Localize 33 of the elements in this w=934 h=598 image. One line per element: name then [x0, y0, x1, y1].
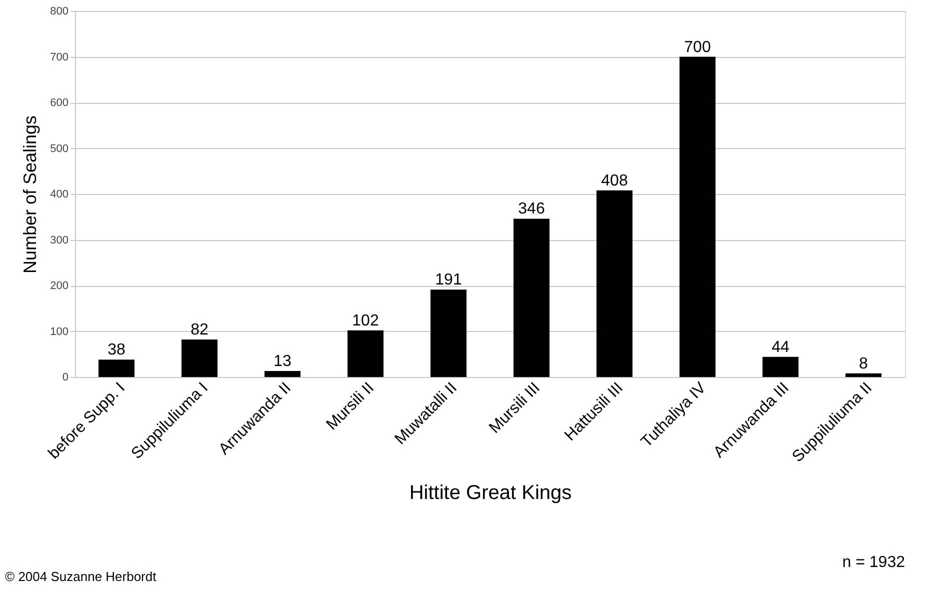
y-tick-label: 600	[50, 97, 68, 109]
data-label: 38	[108, 342, 126, 359]
data-label: 8	[859, 355, 868, 372]
y-tick-label: 500	[50, 142, 68, 155]
bar	[514, 218, 550, 377]
y-tick-label: 0	[62, 372, 68, 384]
data-label: 82	[190, 321, 208, 338]
bar	[430, 290, 466, 377]
y-tick-label: 300	[50, 234, 68, 246]
y-axis-title: Number of Sealings	[20, 115, 40, 274]
data-label: 102	[352, 312, 379, 330]
y-tick-label: 400	[50, 188, 68, 200]
data-label: 700	[684, 38, 711, 56]
data-label: 346	[518, 200, 545, 218]
text: n = 1932	[842, 554, 906, 571]
bar	[762, 356, 798, 377]
x-axis-title: Hittite Great Kings	[409, 482, 572, 504]
data-label: 191	[435, 272, 462, 289]
bar	[98, 360, 134, 377]
y-tick-label: 800	[50, 6, 68, 18]
bar	[846, 373, 882, 377]
data-label: 13	[274, 353, 292, 370]
data-label: 408	[601, 172, 628, 190]
bar	[264, 371, 300, 377]
bar	[596, 190, 632, 377]
y-tick-label: 100	[50, 326, 68, 338]
text: © 2004 Suzanne Herbordt	[5, 569, 157, 584]
data-label: 44	[772, 338, 790, 356]
bar	[348, 330, 384, 377]
bar	[680, 56, 716, 377]
y-tick-label: 200	[50, 280, 68, 292]
y-tick-label: 700	[50, 51, 68, 64]
bar	[182, 339, 218, 377]
